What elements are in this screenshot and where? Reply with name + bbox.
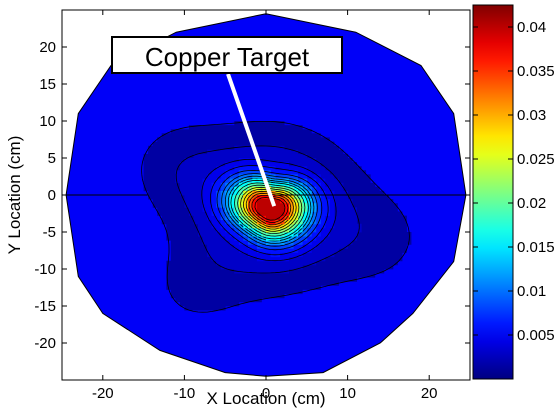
y-tick-label: -5 [43,224,56,241]
plot-area [61,9,471,381]
contour-line [221,173,318,247]
y-tick-label: 20 [39,39,56,56]
y-tick-label: 10 [39,113,56,130]
contour-line [248,192,292,226]
colorbar-tick-label: 0.035 [517,63,555,80]
y-tick-label: 5 [48,150,56,167]
colorbar-tick-label: 0.02 [517,195,546,212]
contour-line [251,195,289,223]
y-axis-ticks: -20 -15 -10 -5 0 5 10 15 20 [34,39,470,352]
contour-line [210,165,329,256]
x-tick-label: 10 [339,385,356,402]
y-tick-label: 0 [48,187,56,204]
colorbar-tick-label: 0.005 [517,327,555,344]
x-tick-label: -10 [174,385,196,402]
y-axis-label: Y Location (cm) [5,136,24,255]
colorbar-tick-label: 0.04 [517,19,546,36]
annotation-text: Copper Target [145,42,310,72]
annotation-arrow [226,73,277,207]
contour-line [216,170,323,251]
y-tick-label: -15 [34,298,56,315]
contour-line [237,184,303,234]
x-tick-label: -20 [92,385,114,402]
y-tick-label: -10 [34,261,56,278]
y-tick-label: 15 [39,76,56,93]
colorbar-tick-label: 0.015 [517,239,555,256]
contour-line [234,182,306,237]
colorbar: 0.005 0.01 0.015 0.02 0.025 0.03 0.035 0.04 [472,4,555,380]
y-tick-label: -20 [34,335,56,352]
x-axis-ticks: -20 -10 0 10 20 [92,10,438,402]
colorbar-tick-label: 0.03 [517,107,546,124]
colorbar-ticks: 0.005 0.01 0.015 0.02 0.025 0.03 0.035 0.04 [473,19,555,344]
contour-line [141,121,410,313]
colorbar-tick-label: 0.025 [517,151,555,168]
contour-band [256,199,285,221]
contour-line [254,197,286,221]
contour-line [201,158,337,262]
x-axis-label: X Location (cm) [206,389,325,408]
contour-line [175,145,360,274]
x-tick-label: 20 [421,385,438,402]
annotation: Copper Target [111,36,343,207]
annotation-box [111,36,343,74]
contour-fills [65,13,467,377]
x-tick-label: 0 [262,385,270,402]
contour-field [66,13,466,377]
colorbar-gradient [472,4,514,380]
colorbar-tick-label: 0.01 [517,283,546,300]
